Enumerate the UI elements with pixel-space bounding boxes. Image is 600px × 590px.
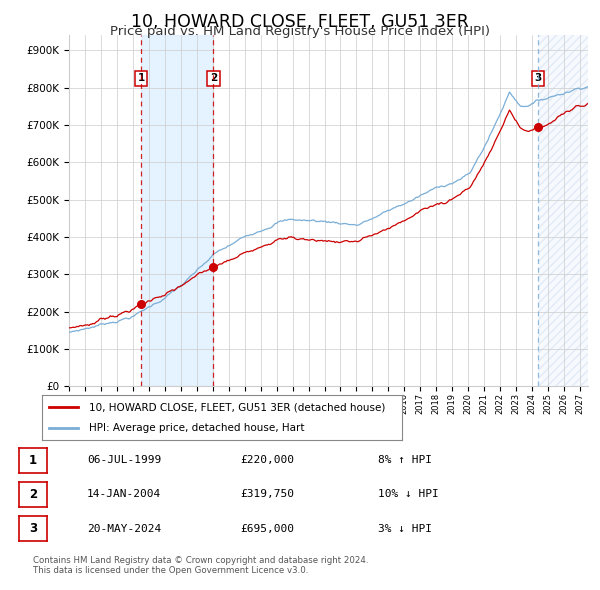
Text: £695,000: £695,000 bbox=[240, 524, 294, 533]
Text: 8% ↑ HPI: 8% ↑ HPI bbox=[378, 455, 432, 465]
Text: 10, HOWARD CLOSE, FLEET, GU51 3ER: 10, HOWARD CLOSE, FLEET, GU51 3ER bbox=[131, 13, 469, 31]
Text: Price paid vs. HM Land Registry's House Price Index (HPI): Price paid vs. HM Land Registry's House … bbox=[110, 25, 490, 38]
Text: £220,000: £220,000 bbox=[240, 455, 294, 465]
Bar bbox=[141, 35, 214, 386]
Bar bbox=[538, 35, 588, 386]
Text: 3% ↓ HPI: 3% ↓ HPI bbox=[378, 524, 432, 533]
Text: 3: 3 bbox=[29, 522, 37, 535]
Text: 1: 1 bbox=[29, 454, 37, 467]
Text: 14-JAN-2004: 14-JAN-2004 bbox=[87, 490, 161, 499]
Text: 2: 2 bbox=[29, 488, 37, 501]
Text: 1: 1 bbox=[137, 73, 145, 83]
Text: £319,750: £319,750 bbox=[240, 490, 294, 499]
Text: 10, HOWARD CLOSE, FLEET, GU51 3ER (detached house): 10, HOWARD CLOSE, FLEET, GU51 3ER (detac… bbox=[89, 402, 385, 412]
Text: 2: 2 bbox=[210, 73, 217, 83]
Text: 06-JUL-1999: 06-JUL-1999 bbox=[87, 455, 161, 465]
Text: Contains HM Land Registry data © Crown copyright and database right 2024.
This d: Contains HM Land Registry data © Crown c… bbox=[33, 556, 368, 575]
Text: 3: 3 bbox=[535, 73, 542, 83]
Text: HPI: Average price, detached house, Hart: HPI: Average price, detached house, Hart bbox=[89, 422, 304, 432]
Text: 20-MAY-2024: 20-MAY-2024 bbox=[87, 524, 161, 533]
Text: 10% ↓ HPI: 10% ↓ HPI bbox=[378, 490, 439, 499]
